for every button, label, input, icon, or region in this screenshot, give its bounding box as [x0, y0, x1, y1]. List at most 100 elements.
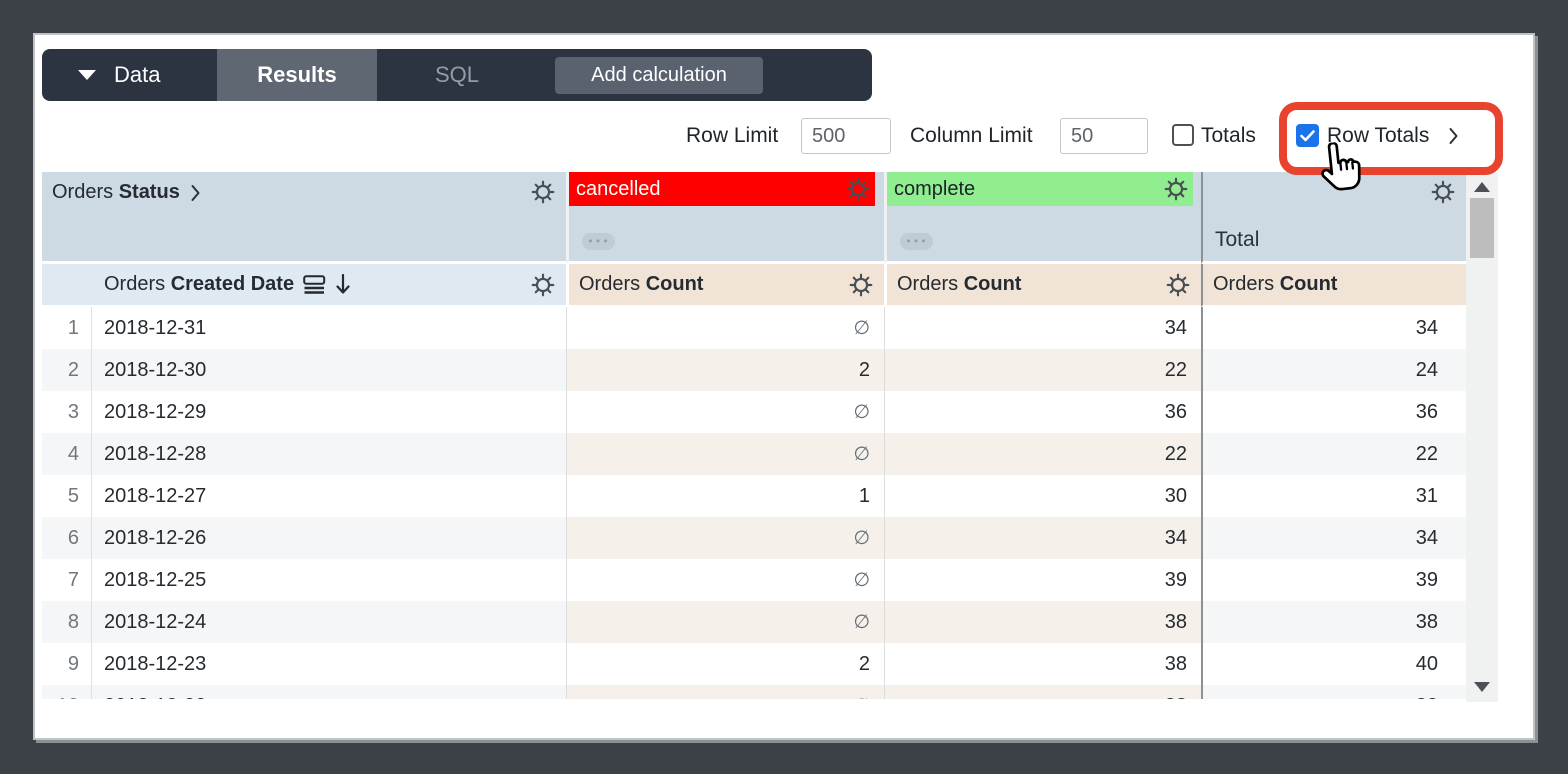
table-row: 2 2018-12-30 2 22 24 [42, 349, 1466, 391]
complete-count-cell[interactable]: 38 [884, 685, 1201, 699]
row-totals-checkbox[interactable] [1296, 124, 1319, 147]
pivot-header-row: Orders Status cancelled ••• complete ••• [42, 172, 1466, 264]
cancelled-count-cell[interactable]: ∅ [566, 601, 884, 643]
row-number: 2 [42, 349, 92, 391]
table-row: 10 2018-12-22 ∅ 38 38 [42, 685, 1466, 699]
cancelled-count-cell[interactable]: ∅ [566, 559, 884, 601]
hand-cursor-icon [1321, 141, 1361, 191]
date-cell[interactable]: 2018-12-30 [92, 349, 566, 391]
row-number: 9 [42, 643, 92, 685]
cancelled-count-cell[interactable]: 2 [566, 349, 884, 391]
pivot-value-complete[interactable]: complete [887, 172, 1193, 206]
scrollbar-thumb[interactable] [1470, 198, 1494, 258]
row-limit-input[interactable] [801, 118, 891, 154]
checkmark-icon [1300, 129, 1315, 141]
table-row: 3 2018-12-29 ∅ 36 36 [42, 391, 1466, 433]
totals-checkbox[interactable] [1172, 124, 1194, 146]
complete-count-cell[interactable]: 38 [884, 643, 1201, 685]
data-section-toggle[interactable]: Data [42, 49, 217, 101]
cancelled-count-cell[interactable]: ∅ [566, 517, 884, 559]
cancelled-count-cell[interactable]: ∅ [566, 685, 884, 699]
tab-sql[interactable]: SQL [434, 62, 480, 87]
gear-icon[interactable] [530, 179, 556, 205]
date-cell[interactable]: 2018-12-22 [92, 685, 566, 699]
complete-count-cell[interactable]: 30 [884, 475, 1201, 517]
pivot-col-cancelled-header: cancelled ••• [566, 172, 884, 264]
ellipsis-button[interactable]: ••• [900, 233, 933, 250]
total-count-cell[interactable]: 38 [1201, 601, 1466, 643]
complete-count-cell[interactable]: 22 [884, 433, 1201, 475]
gear-icon[interactable] [845, 176, 871, 202]
date-cell[interactable]: 2018-12-31 [92, 307, 566, 349]
pivot-value-cancelled[interactable]: cancelled [569, 172, 875, 206]
gear-icon[interactable] [1165, 272, 1191, 298]
row-limit-label: Row Limit [686, 124, 779, 147]
total-count-cell[interactable]: 40 [1201, 643, 1466, 685]
explore-topbar: Data Results SQL Add calculation [42, 49, 872, 101]
complete-count-cell[interactable]: 34 [884, 517, 1201, 559]
gear-icon[interactable] [530, 272, 556, 298]
row-totals-label[interactable]: Row Totals [1327, 124, 1430, 147]
total-header-label: Total [1215, 228, 1260, 251]
total-count-header[interactable]: Orders Count [1201, 264, 1466, 307]
pivot-field-label[interactable]: Orders Status [52, 181, 201, 204]
cancelled-count-cell[interactable]: 1 [566, 475, 884, 517]
total-count-cell[interactable]: 34 [1201, 307, 1466, 349]
total-count-cell[interactable]: 22 [1201, 433, 1466, 475]
total-count-cell[interactable]: 38 [1201, 685, 1466, 699]
date-cell[interactable]: 2018-12-27 [92, 475, 566, 517]
results-table: Orders Status cancelled ••• complete ••• [42, 172, 1466, 699]
cancelled-count-header[interactable]: Orders Count [566, 264, 884, 307]
total-count-cell[interactable]: 31 [1201, 475, 1466, 517]
totals-label[interactable]: Totals [1201, 124, 1256, 147]
table-row: 1 2018-12-31 ∅ 34 34 [42, 307, 1466, 349]
complete-count-header[interactable]: Orders Count [884, 264, 1201, 307]
cancelled-count-cell[interactable]: 2 [566, 643, 884, 685]
ellipsis-button[interactable]: ••• [582, 233, 615, 250]
row-number: 4 [42, 433, 92, 475]
caret-down-icon [78, 70, 96, 80]
cancelled-count-cell[interactable]: ∅ [566, 391, 884, 433]
date-cell[interactable]: 2018-12-23 [92, 643, 566, 685]
tab-results[interactable]: Results [217, 49, 377, 101]
row-totals-expand-chevron[interactable] [1448, 127, 1459, 145]
row-number: 8 [42, 601, 92, 643]
column-limit-input[interactable] [1060, 118, 1148, 154]
row-number: 7 [42, 559, 92, 601]
date-cell[interactable]: 2018-12-29 [92, 391, 566, 433]
date-cell[interactable]: 2018-12-25 [92, 559, 566, 601]
table-row: 9 2018-12-23 2 38 40 [42, 643, 1466, 685]
app-window: Data Results SQL Add calculation Row Lim… [33, 33, 1535, 740]
gear-icon[interactable] [1163, 176, 1189, 202]
gear-icon[interactable] [848, 272, 874, 298]
row-number: 1 [42, 307, 92, 349]
date-cell[interactable]: 2018-12-26 [92, 517, 566, 559]
scroll-up-arrow-icon[interactable] [1474, 182, 1490, 192]
sort-descending-icon [336, 274, 350, 294]
gear-icon[interactable] [1430, 179, 1456, 205]
complete-count-cell[interactable]: 38 [884, 601, 1201, 643]
chevron-right-icon [190, 184, 201, 202]
total-count-cell[interactable]: 36 [1201, 391, 1466, 433]
complete-count-cell[interactable]: 36 [884, 391, 1201, 433]
table-row: 6 2018-12-26 ∅ 34 34 [42, 517, 1466, 559]
complete-count-cell[interactable]: 39 [884, 559, 1201, 601]
pivot-field-header[interactable]: Orders Status [42, 172, 566, 264]
created-date-header[interactable]: Orders Created Date [92, 264, 566, 307]
add-calculation-button[interactable]: Add calculation [555, 57, 763, 94]
scroll-down-arrow-icon[interactable] [1474, 682, 1490, 692]
pivot-sort-icon [303, 275, 326, 294]
total-count-cell[interactable]: 24 [1201, 349, 1466, 391]
pivot-col-complete-header: complete ••• [884, 172, 1201, 264]
field-header-row: Orders Created Date Orders Count Orders … [42, 264, 1466, 307]
total-count-cell[interactable]: 34 [1201, 517, 1466, 559]
cancelled-count-cell[interactable]: ∅ [566, 433, 884, 475]
cancelled-count-cell[interactable]: ∅ [566, 307, 884, 349]
date-cell[interactable]: 2018-12-28 [92, 433, 566, 475]
row-number: 10 [42, 685, 92, 699]
vertical-scrollbar[interactable] [1466, 172, 1498, 702]
complete-count-cell[interactable]: 22 [884, 349, 1201, 391]
date-cell[interactable]: 2018-12-24 [92, 601, 566, 643]
complete-count-cell[interactable]: 34 [884, 307, 1201, 349]
total-count-cell[interactable]: 39 [1201, 559, 1466, 601]
